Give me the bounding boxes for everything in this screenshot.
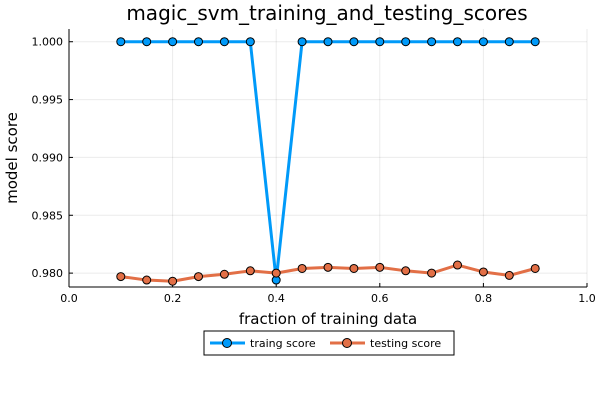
data-point-testing	[453, 260, 462, 270]
data-point-training	[504, 37, 514, 47]
data-point-testing	[530, 263, 540, 273]
data-point-testing	[219, 269, 229, 279]
data-point-testing	[194, 272, 203, 282]
x-axis-ticks: 0.0 0.2 0.4 0.6 0.8 1.0	[60, 283, 596, 305]
data-point-training	[349, 37, 359, 47]
legend-marker-testing	[342, 338, 352, 348]
y-tick-label: 1.000	[32, 36, 64, 49]
data-point-testing	[142, 275, 152, 285]
data-point-training	[297, 37, 307, 47]
data-point-testing	[323, 262, 333, 272]
data-point-training	[116, 37, 126, 47]
data-point-training	[375, 37, 385, 47]
legend: traing score testing score	[203, 330, 455, 356]
data-point-testing	[349, 263, 359, 273]
x-axis-title: fraction of training data	[239, 310, 417, 328]
data-point-testing	[401, 266, 411, 276]
data-point-training	[245, 37, 255, 47]
data-point-training	[401, 37, 411, 47]
data-point-training	[168, 37, 178, 47]
x-tick-label: 0.2	[164, 292, 182, 305]
data-point-testing	[116, 272, 126, 282]
series-line-training	[120, 40, 536, 282]
data-point-testing	[504, 270, 514, 280]
data-point-training	[453, 37, 462, 47]
y-tick-label: 0.990	[32, 151, 64, 164]
legend-box	[203, 330, 455, 356]
y-tick-label: 0.985	[32, 209, 64, 222]
y-axis-ticks: 0.980 0.985 0.990 0.995 1.000	[32, 36, 73, 280]
data-point-training	[194, 37, 203, 47]
y-tick-label: 0.995	[32, 94, 64, 107]
legend-item-training: traing score	[210, 337, 316, 350]
data-point-testing	[297, 263, 307, 273]
series-group	[116, 37, 540, 286]
data-point-testing	[478, 267, 488, 277]
x-tick-label: 0.0	[60, 292, 78, 305]
x-tick-label: 1.0	[578, 292, 596, 305]
data-point-testing	[168, 276, 178, 286]
data-point-training	[427, 37, 437, 47]
grid	[68, 29, 588, 287]
legend-marker-training	[222, 338, 232, 348]
legend-item-testing: testing score	[330, 337, 441, 350]
data-point-training	[478, 37, 488, 47]
chart-title: magic_svm_training_and_testing_scores	[126, 1, 527, 25]
data-point-training	[219, 37, 229, 47]
data-point-testing	[427, 268, 437, 278]
y-tick-label: 0.980	[32, 267, 64, 280]
x-tick-label: 0.4	[267, 292, 285, 305]
data-point-training	[142, 37, 152, 47]
x-tick-label: 0.6	[371, 292, 389, 305]
data-point-training	[323, 37, 333, 47]
y-axis-title: model score	[3, 112, 21, 204]
x-tick-label: 0.8	[475, 292, 493, 305]
data-point-training	[530, 37, 540, 47]
data-point-testing	[271, 268, 281, 278]
data-point-testing	[375, 262, 385, 272]
plot-frame	[68, 29, 587, 288]
legend-label-training: traing score	[250, 337, 316, 350]
data-point-testing	[245, 266, 255, 276]
legend-label-testing: testing score	[370, 337, 441, 350]
